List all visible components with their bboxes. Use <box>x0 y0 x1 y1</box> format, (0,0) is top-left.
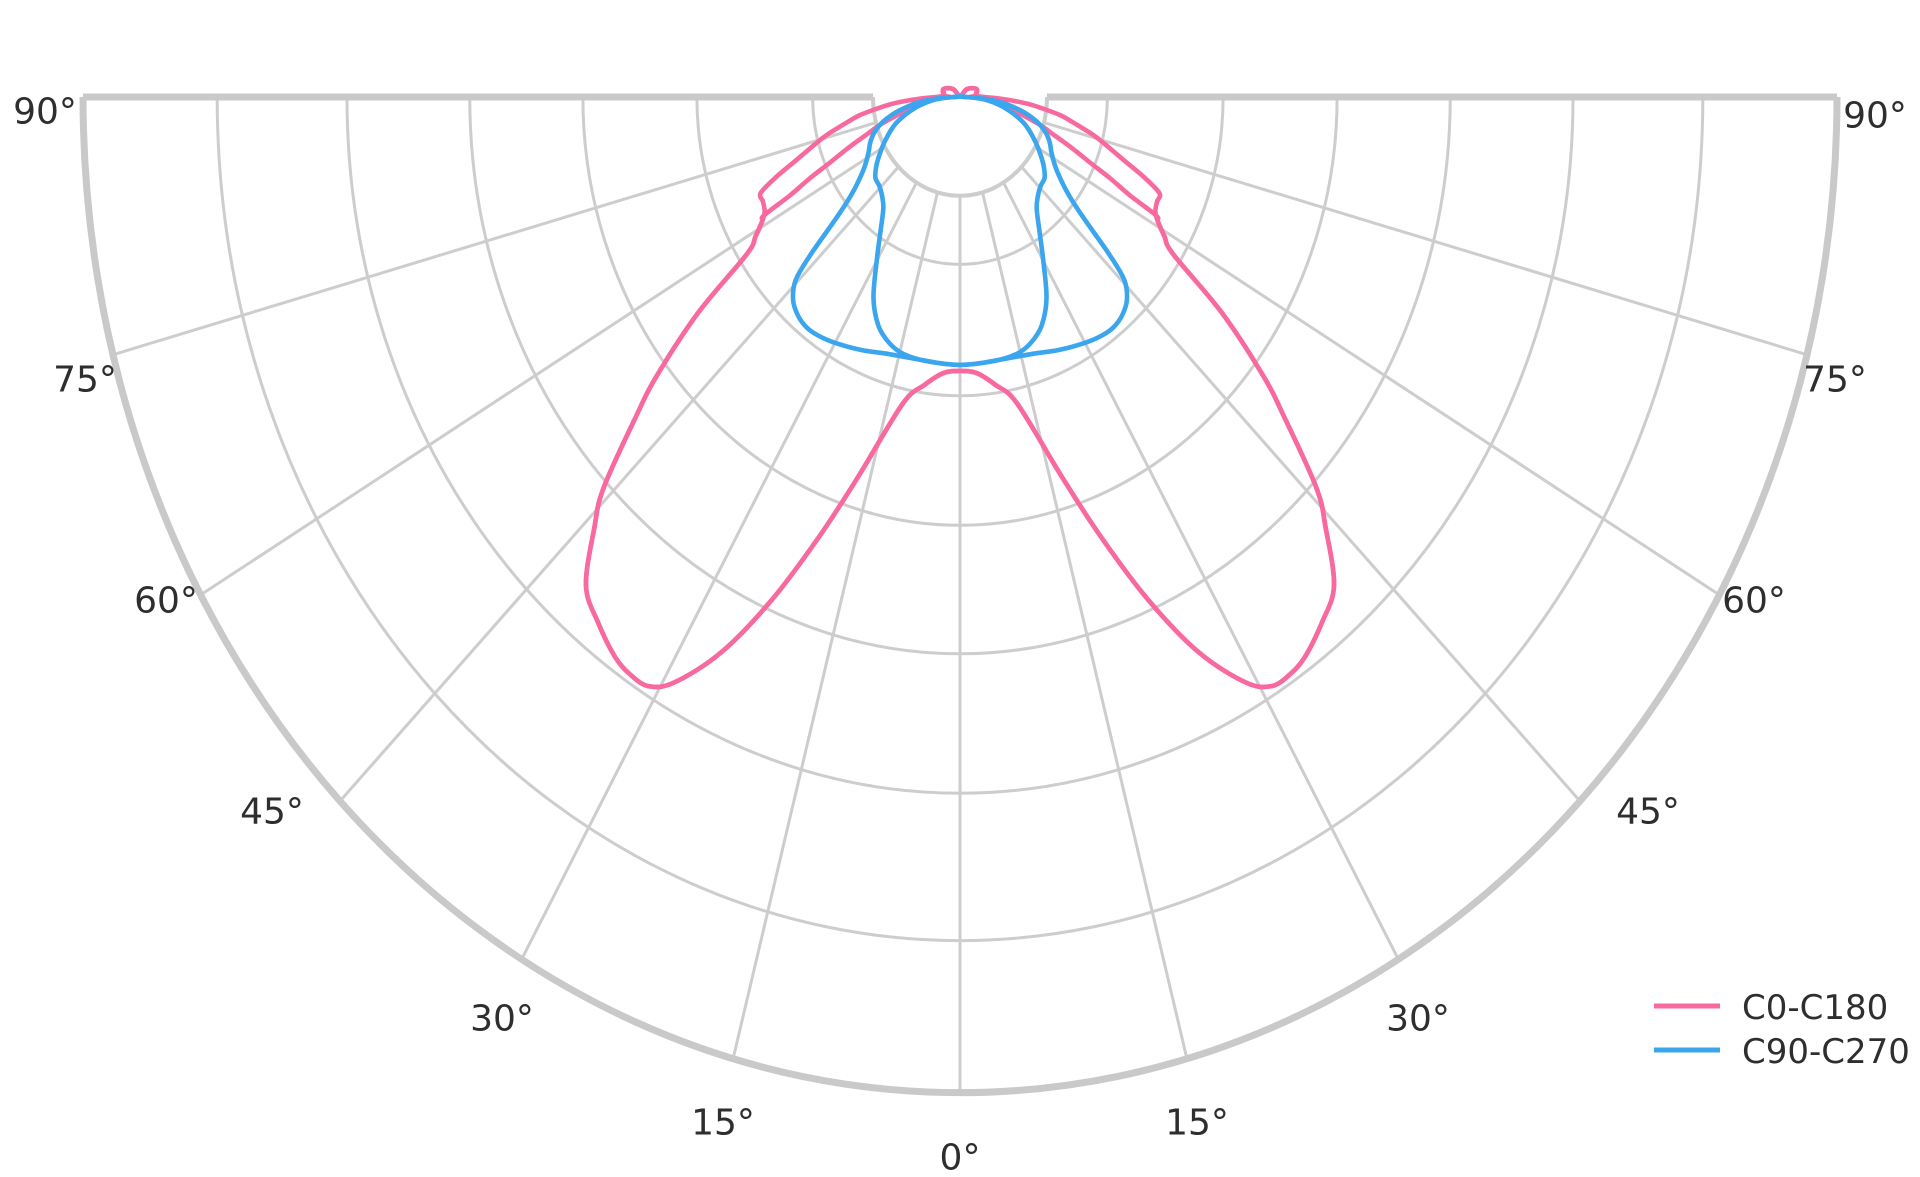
curve-c90-c270 <box>871 94 1130 368</box>
angle-tick-label: 60° <box>1722 581 1786 622</box>
angle-tick-label: 45° <box>1616 792 1680 833</box>
angle-tick-label: 90° <box>1843 96 1907 137</box>
angle-tick-label: 90° <box>13 92 77 133</box>
angle-tick-label: 30° <box>470 999 534 1040</box>
polar-grid <box>79 97 1841 1097</box>
legend-label-c90-c270: C90-C270 <box>1742 1032 1910 1072</box>
angle-tick-label: 75° <box>53 360 117 401</box>
legend-label-c0-c180: C0-C180 <box>1742 988 1888 1028</box>
angle-tick-labels: 90° 75° 60° 45° 30° 15° 0° 15° 30° 45° 60° 75° 90° <box>13 92 1907 1177</box>
curve-c90-c270 <box>790 94 1049 368</box>
angle-tick-label: 0° <box>940 1138 981 1177</box>
angle-tick-label: 75° <box>1803 360 1867 401</box>
distribution-curves <box>583 85 1337 690</box>
angle-tick-label: 45° <box>240 792 304 833</box>
angle-tick-label: 60° <box>134 581 198 622</box>
angle-tick-label: 30° <box>1386 999 1450 1040</box>
angle-tick-label: 15° <box>691 1103 755 1144</box>
curve-c0-c180 <box>583 85 1337 690</box>
angle-tick-label: 15° <box>1165 1103 1229 1144</box>
legend: C0-C180 C90-C270 <box>1654 988 1910 1072</box>
